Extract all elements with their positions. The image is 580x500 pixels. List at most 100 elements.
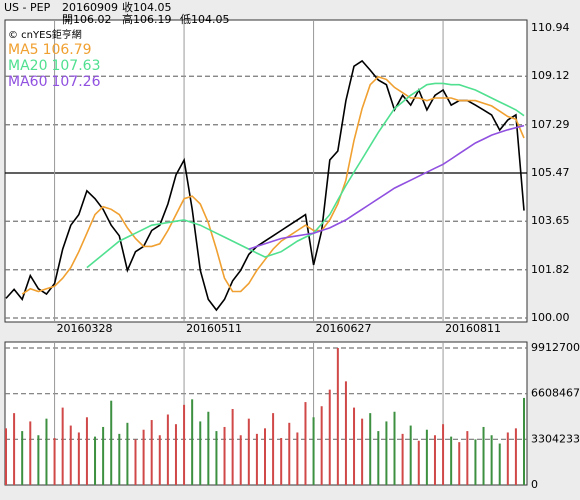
y-tick-label: 107.29 xyxy=(531,118,570,131)
legend-value: 107.26 xyxy=(51,74,100,90)
volume-bar xyxy=(45,418,48,485)
volume-bar xyxy=(37,435,40,485)
volume-bar xyxy=(264,428,266,485)
volume-bar xyxy=(442,424,445,485)
quote-value: 104.05 xyxy=(133,1,172,14)
volume-bar xyxy=(385,421,388,485)
volume-bar xyxy=(5,428,7,485)
volume-bar xyxy=(361,418,364,485)
y-tick-label: 0 xyxy=(531,478,538,491)
quote: 高106.19 xyxy=(122,12,172,26)
symbol: US - PEP xyxy=(4,1,51,14)
volume-bar xyxy=(142,429,145,485)
legend-value: 106.79 xyxy=(43,42,92,58)
volume-bar xyxy=(328,389,331,485)
volume-bar xyxy=(223,426,226,485)
volume-bar xyxy=(523,397,525,485)
volume-bar xyxy=(498,443,501,485)
volume-bar xyxy=(77,432,80,485)
volume-bar xyxy=(272,413,275,485)
volume-bar xyxy=(353,407,356,485)
volume-bar xyxy=(288,422,291,485)
volume-bar xyxy=(401,433,404,485)
y-tick-label: 9912700 xyxy=(531,341,580,354)
volume-bar xyxy=(490,435,493,485)
legend-name: MA5 xyxy=(8,42,39,58)
plot: 110.94 109.12 107.29 105.47 103.65 101.82 100.… xyxy=(5,20,580,491)
y-tick-label: 110.94 xyxy=(531,21,570,34)
volume-bar xyxy=(514,428,517,485)
price-line xyxy=(21,75,525,295)
volume-bar xyxy=(199,421,202,485)
quote-value: 106.02 xyxy=(73,13,112,26)
quote: 收104.05 xyxy=(122,0,172,14)
price-line xyxy=(248,124,525,250)
x-tick-label: 20160811 xyxy=(445,322,501,335)
legend-entry: MA20 107.63 xyxy=(8,58,100,74)
quote: 低104.05 xyxy=(180,13,230,26)
volume-bar xyxy=(320,406,323,485)
volume-bar xyxy=(191,399,194,485)
quote-value: 104.05 xyxy=(191,13,230,26)
price-line xyxy=(86,82,525,269)
volume-bar xyxy=(118,433,121,485)
volume-bar xyxy=(393,411,396,485)
volume-bar xyxy=(102,426,105,485)
volume-bar xyxy=(377,431,380,485)
volume-bar xyxy=(344,381,347,485)
volume-bar xyxy=(126,422,129,485)
legend-name: MA60 xyxy=(8,74,47,90)
volume-bar xyxy=(417,440,420,485)
y-tick-label: 101.82 xyxy=(531,263,570,276)
volume-bar xyxy=(61,407,64,485)
volume-bar xyxy=(215,431,218,485)
volume-bar xyxy=(29,421,32,485)
y-tick-label: 3304233 xyxy=(531,432,580,445)
volume-bar xyxy=(409,425,412,485)
y-tick-label: 100.00 xyxy=(531,311,570,324)
legend-entry: MA5 106.79 xyxy=(8,42,92,58)
volume-bar xyxy=(312,417,315,485)
volume-bar xyxy=(369,413,372,485)
volume-bar xyxy=(482,426,485,485)
volume-bar xyxy=(280,438,283,485)
volume-bar xyxy=(13,413,16,485)
y-tick-label: 105.47 xyxy=(531,166,570,179)
volume-bar xyxy=(506,432,509,485)
volume-bar xyxy=(231,408,234,485)
volume-bar xyxy=(53,438,56,485)
volume-bar xyxy=(150,420,153,485)
quote-label: 開 xyxy=(62,13,73,26)
y-tick-label: 103.65 xyxy=(531,214,570,227)
volume-bar xyxy=(166,414,169,485)
quote-label: 低 xyxy=(180,13,191,26)
volume-bar xyxy=(110,400,113,485)
volume-bar xyxy=(304,402,307,485)
x-tick-label: 20160328 xyxy=(57,322,113,335)
price-line xyxy=(5,59,525,312)
volume-bar xyxy=(255,433,258,485)
volume-bar xyxy=(183,404,186,485)
quote-label: 高 xyxy=(122,12,133,26)
volume-bar xyxy=(474,439,477,485)
volume-bar xyxy=(296,432,299,485)
source: © cnYES鉅亨網 xyxy=(8,28,82,41)
x-tick-label: 20160627 xyxy=(316,322,372,335)
volume-bar xyxy=(239,435,242,485)
volume-bar xyxy=(433,435,436,485)
volume-bar xyxy=(450,436,453,485)
volume-bar xyxy=(458,442,461,485)
x-tick-label: 20160511 xyxy=(186,322,242,335)
legend-name: MA20 xyxy=(8,58,47,74)
volume-bar xyxy=(174,424,177,485)
volume-bar xyxy=(336,348,339,485)
volume-bar xyxy=(134,439,137,485)
volume-bar xyxy=(158,435,161,485)
date: 20160909 xyxy=(62,1,118,14)
volume-bar xyxy=(425,429,428,485)
y-tick-label: 6608467 xyxy=(531,387,580,400)
price-panel xyxy=(4,19,528,323)
quote-label: 收 xyxy=(122,0,133,14)
legend-value: 107.63 xyxy=(51,58,100,74)
volume-bar xyxy=(247,418,250,485)
